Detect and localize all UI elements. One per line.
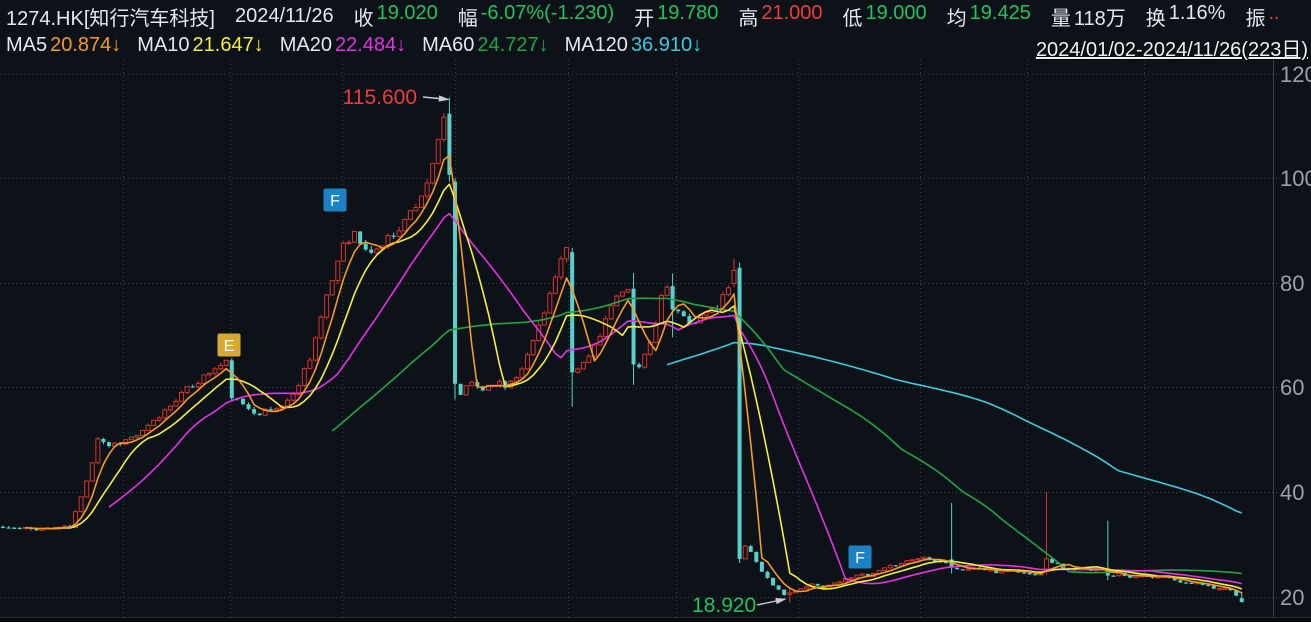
symbol-title: 1274.HK[知行汽车科技]	[6, 7, 215, 30]
stat-amplitude: 振..	[1245, 2, 1280, 30]
stat-close: 收 19.020	[353, 2, 438, 30]
y-tick-60: 60	[1280, 375, 1304, 400]
ma5-line	[25, 154, 1243, 594]
annotation-peak-price: 115.600	[343, 86, 450, 109]
ma-lines	[25, 154, 1243, 594]
event-badge-e-0[interactable]: E	[217, 333, 241, 357]
event-badge-f-2[interactable]: F	[848, 545, 872, 569]
bottom-strip	[0, 617, 1311, 622]
event-badge-f-1[interactable]: F	[323, 188, 347, 212]
y-tick-40: 40	[1280, 480, 1304, 505]
stat-date: 2024/11/26	[234, 4, 334, 27]
stat-open: 开 19.780	[634, 2, 719, 30]
header-row-2: MA5 20.874↓ MA10 21.647↓ MA20 22.484↓ MA60 24.7…	[6, 32, 1311, 58]
y-tick-100: 100	[1280, 166, 1311, 191]
svg-text:F: F	[330, 193, 340, 210]
legend-ma20: MA20 22.484↓	[279, 33, 407, 56]
svg-text:F: F	[855, 550, 865, 567]
stat-turnover: 换 1.16%	[1145, 2, 1226, 30]
stat-volume: 量 118万	[1050, 7, 1126, 30]
legend-ma60: MA60 24.727↓	[422, 33, 549, 56]
y-tick-120: 120	[1280, 62, 1311, 87]
low-price-label: 18.920	[692, 594, 756, 617]
stat-low: 低 19.000	[842, 2, 927, 30]
date-range-link[interactable]: 2024/01/02-2024/11/26(223日)	[1035, 39, 1308, 61]
legend-ma5: MA5 20.874↓	[6, 33, 122, 56]
legend-ma120: MA120 36.910↓	[564, 33, 703, 56]
stat-avg: 均 19.425	[946, 2, 1031, 30]
peak-price-label: 115.600	[343, 86, 417, 109]
y-axis: 120 100 80 60 40 20	[1273, 60, 1311, 617]
header-row-1: 1274.HK[知行汽车科技] 2024/11/26 收 19.020 幅 -6.07%(…	[6, 2, 1311, 30]
stat-high: 高 21.000	[738, 2, 823, 30]
stat-change: 幅 -6.07%(-1.230)	[457, 2, 615, 30]
ma20-line	[108, 212, 1242, 585]
svg-text:E: E	[224, 338, 235, 355]
grid	[0, 60, 1279, 617]
legend-ma10: MA10 21.647↓	[137, 33, 264, 56]
ma120-line	[666, 341, 1243, 514]
annotation-low-price: 18.920	[692, 594, 787, 617]
y-tick-80: 80	[1280, 271, 1304, 296]
ma60-line	[331, 297, 1242, 575]
y-tick-20: 20	[1280, 585, 1304, 610]
candlesticks	[1, 97, 1244, 603]
